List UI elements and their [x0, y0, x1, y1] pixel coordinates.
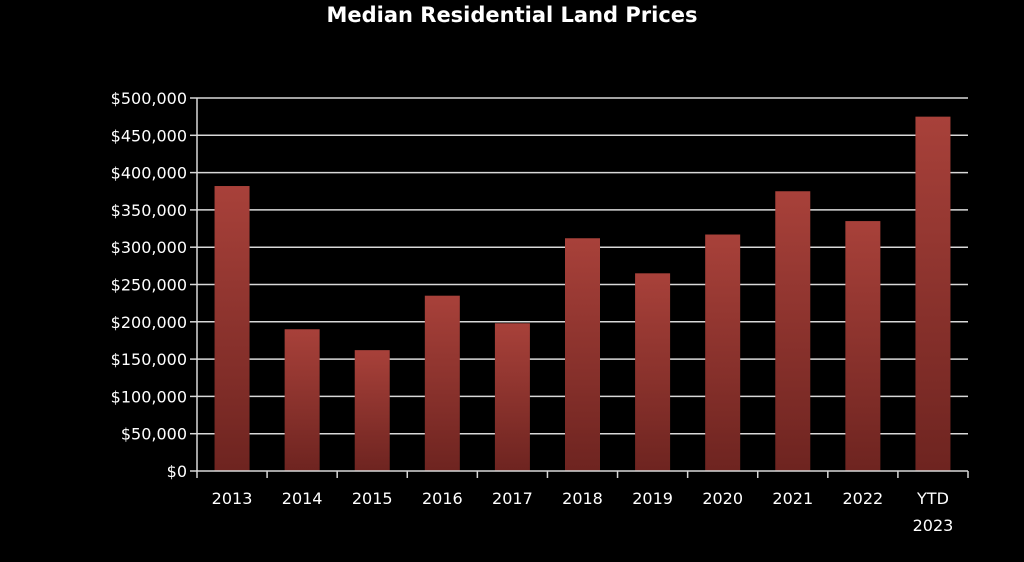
bar-2022 — [845, 221, 881, 471]
bar-2015 — [354, 350, 390, 471]
x-tick-label: 2020 — [702, 489, 743, 508]
x-tick-label: 2015 — [352, 489, 393, 508]
y-tick-label: $250,000 — [111, 276, 187, 295]
bar-2019 — [635, 273, 671, 471]
x-tick-label: 2017 — [492, 489, 533, 508]
y-tick-labels: $0 $50,000 $100,000 $150,000 $200,000 $250,00… — [111, 89, 187, 481]
x-tick-label: 2016 — [422, 489, 463, 508]
x-tick-label: 2022 — [843, 489, 884, 508]
y-tick-label: $150,000 — [111, 350, 187, 369]
bar-2020 — [705, 234, 741, 471]
y-tick-label: $200,000 — [111, 313, 187, 332]
x-tick-label: 2018 — [562, 489, 603, 508]
bar-2014 — [284, 329, 320, 471]
y-tick-label: $100,000 — [111, 387, 187, 406]
y-tick-label: $450,000 — [111, 126, 187, 145]
y-tick-label: $500,000 — [111, 89, 187, 108]
x-tick-labels: 2013 2014 2015 2016 2017 2018 2019 2020 2021 2022… — [212, 489, 954, 535]
bars — [214, 116, 951, 472]
x-tick-label: 2014 — [282, 489, 323, 508]
bar-2013 — [214, 186, 250, 471]
axes — [196, 98, 969, 478]
y-tick-label: $300,000 — [111, 238, 187, 257]
y-tick-label: $400,000 — [111, 164, 187, 183]
bar-2021 — [775, 191, 811, 471]
x-tick-label: YTD 2023 — [913, 489, 954, 535]
bar-ytd-2023 — [915, 116, 951, 472]
bar-2016 — [424, 295, 460, 471]
bar-2018 — [565, 238, 600, 471]
chart-title: Median Residential Land Prices — [326, 3, 698, 27]
bar-2017 — [494, 323, 530, 471]
y-tick-label: $350,000 — [111, 201, 187, 220]
y-tick-label: $0 — [167, 462, 187, 481]
x-tick-label: 2013 — [212, 489, 253, 508]
y-tick-label: $50,000 — [121, 425, 187, 444]
x-tick-label: 2019 — [632, 489, 673, 508]
x-tick-label: 2021 — [772, 489, 813, 508]
